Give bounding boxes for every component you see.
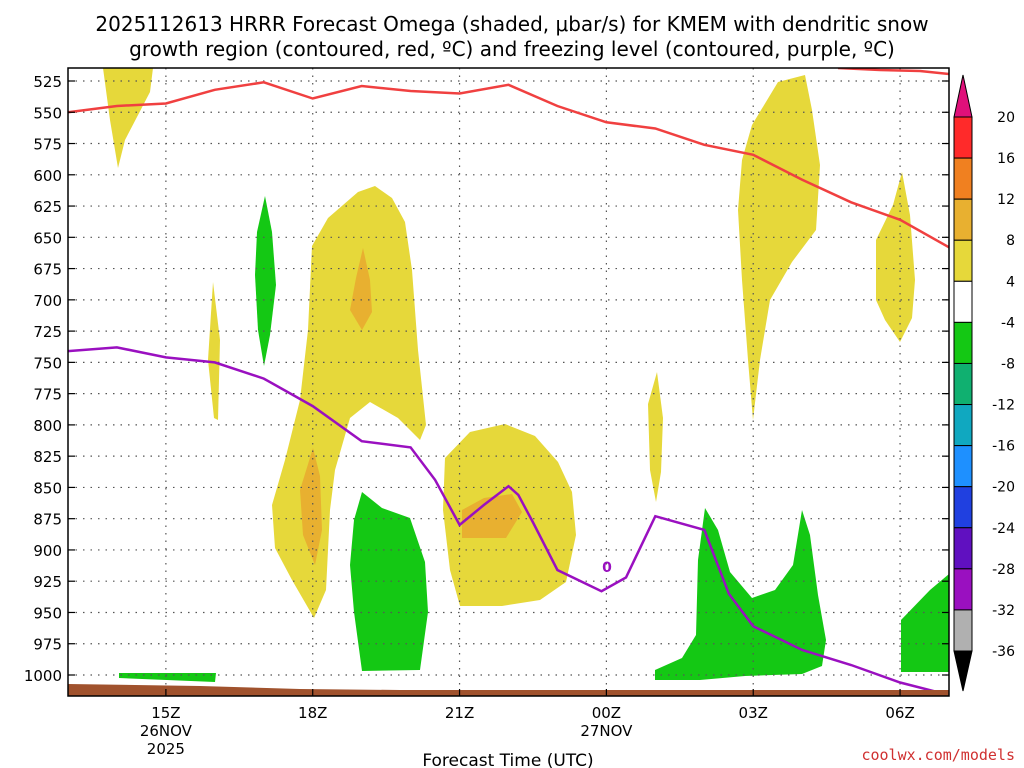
red-contour-upper-right bbox=[837, 68, 949, 76]
colorbar-band bbox=[953, 157, 973, 200]
colorbar-band bbox=[953, 321, 973, 364]
colorbar-band bbox=[953, 198, 973, 241]
x-tick-label: 21Z bbox=[445, 704, 474, 722]
y-tick-label: 625 bbox=[33, 198, 62, 216]
freezing-level-contour-line bbox=[68, 346, 949, 696]
colorbar-label: 16 bbox=[997, 151, 1015, 167]
y-tick-label: 675 bbox=[33, 261, 62, 279]
omega-shading-green bbox=[119, 196, 949, 682]
chart-title-line-1: 2025112613 HRRR Forecast Omega (shaded, … bbox=[95, 12, 928, 36]
colorbar-band bbox=[953, 116, 973, 159]
y-tick-label: 850 bbox=[33, 479, 62, 497]
x-axis-title: Forecast Time (UTC) bbox=[422, 751, 593, 768]
chart-title-line-2: growth region (contoured, red, ºC) and f… bbox=[129, 37, 895, 61]
x-tick-label: 00Z bbox=[592, 704, 621, 722]
colorbar-label: -8 bbox=[1001, 356, 1015, 372]
colorbar-legend: 20 16 12 8 4 -4 -8 -12 -16 -20 -24 -28 -32 -36 bbox=[953, 74, 1015, 692]
credit-text: coolwx.com/models bbox=[861, 746, 1015, 764]
y-tick-label: 575 bbox=[33, 136, 62, 154]
colorbar-label: -36 bbox=[992, 644, 1015, 660]
y-tick-label: 650 bbox=[33, 229, 62, 247]
colorbar-bottom-arrow bbox=[953, 650, 973, 692]
colorbar-band bbox=[953, 527, 973, 570]
colorbar-top-arrow bbox=[953, 74, 973, 118]
omega-region-orange bbox=[462, 494, 522, 538]
colorbar-label: -4 bbox=[1001, 315, 1015, 331]
y-tick-label: 1000 bbox=[24, 667, 62, 685]
y-axis: 525 550 575 600 625 650 675 700 725 750 775 800 825 8… bbox=[24, 73, 949, 685]
y-tick-label: 600 bbox=[33, 167, 62, 185]
colorbar-band bbox=[953, 239, 973, 282]
freezing-level-label: 0 bbox=[602, 560, 612, 576]
colorbar-band bbox=[953, 486, 973, 529]
y-tick-label: 700 bbox=[33, 292, 62, 310]
omega-region-orange bbox=[300, 448, 322, 565]
omega-shading-orange bbox=[300, 248, 522, 565]
omega-region-yellow bbox=[103, 68, 153, 168]
y-tick-label: 875 bbox=[33, 511, 62, 529]
colorbar-band bbox=[953, 404, 973, 447]
omega-region-green bbox=[901, 574, 949, 672]
x-tick-label: 06Z bbox=[885, 704, 914, 722]
colorbar-band bbox=[953, 280, 973, 323]
colorbar-label: -32 bbox=[992, 603, 1015, 619]
colorbar-label: 8 bbox=[1006, 233, 1015, 249]
colorbar-label: 20 bbox=[997, 110, 1015, 126]
x-tick-label: 26NOV bbox=[140, 722, 193, 740]
colorbar-band bbox=[953, 445, 973, 488]
ground-surface bbox=[68, 684, 949, 696]
plot-frame bbox=[67, 67, 950, 697]
y-tick-label: 525 bbox=[33, 73, 62, 91]
omega-region-yellow bbox=[648, 372, 663, 502]
x-tick-label: 2025 bbox=[147, 740, 185, 758]
y-tick-label: 800 bbox=[33, 417, 62, 435]
plot-area bbox=[68, 68, 949, 696]
colorbar-label: -16 bbox=[992, 439, 1015, 455]
colorbar-label: -28 bbox=[992, 562, 1015, 578]
omega-region-green bbox=[655, 508, 826, 680]
y-tick-label: 725 bbox=[33, 323, 62, 341]
y-tick-label: 975 bbox=[33, 636, 62, 654]
y-tick-label: 775 bbox=[33, 386, 62, 404]
y-tick-label: 550 bbox=[33, 104, 62, 122]
y-tick-label: 825 bbox=[33, 448, 62, 466]
y-tick-label: 950 bbox=[33, 604, 62, 622]
colorbar-label: -20 bbox=[992, 480, 1015, 496]
colorbar-band bbox=[953, 609, 973, 652]
x-tick-label: 27NOV bbox=[580, 722, 633, 740]
x-tick-label: 18Z bbox=[298, 704, 327, 722]
y-tick-label: 900 bbox=[33, 542, 62, 560]
colorbar-label: -24 bbox=[992, 521, 1015, 537]
omega-region-yellow bbox=[738, 75, 820, 420]
y-tick-label: 925 bbox=[33, 573, 62, 591]
omega-region-green bbox=[350, 492, 428, 671]
omega-region-orange bbox=[350, 248, 372, 330]
colorbar-band bbox=[953, 568, 973, 611]
omega-region-yellow bbox=[208, 282, 220, 420]
y-tick-label: 750 bbox=[33, 354, 62, 372]
x-tick-label: 03Z bbox=[739, 704, 768, 722]
colorbar-label: 12 bbox=[997, 192, 1015, 208]
colorbar-band bbox=[953, 362, 973, 406]
dendritic-growth-contour-line bbox=[68, 81, 949, 249]
omega-region-green bbox=[255, 196, 276, 366]
colorbar-label: 4 bbox=[1006, 274, 1015, 290]
colorbar-label: -12 bbox=[992, 398, 1015, 414]
x-tick-label: 15Z bbox=[151, 704, 180, 722]
